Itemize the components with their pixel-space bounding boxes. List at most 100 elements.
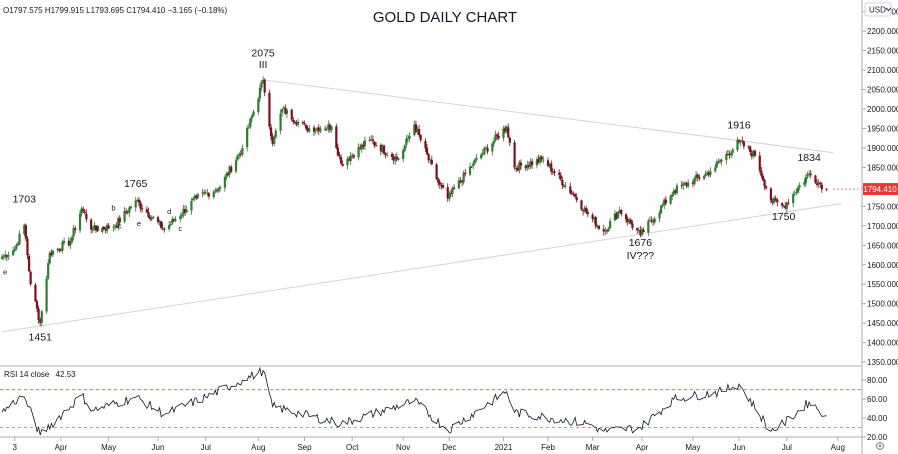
candle-body — [193, 196, 196, 199]
candle — [47, 259, 50, 280]
candle-body — [96, 229, 99, 232]
candle — [771, 198, 774, 206]
rsi-axis-label: 80.00 — [867, 376, 888, 385]
candle — [596, 224, 599, 229]
candle-body — [795, 192, 798, 194]
candle-body — [408, 135, 411, 139]
candle — [581, 209, 585, 216]
candle — [212, 189, 215, 200]
candle — [546, 157, 550, 168]
candle-body — [507, 127, 510, 138]
candle — [327, 120, 330, 133]
candle-body — [527, 164, 531, 167]
candle-body — [497, 135, 500, 139]
candle-body — [290, 109, 293, 120]
candle — [752, 149, 755, 159]
candle — [260, 80, 263, 92]
candle — [473, 158, 476, 166]
candle — [408, 132, 411, 143]
candle — [427, 152, 430, 163]
candle — [416, 126, 419, 135]
candle — [174, 216, 177, 223]
candle — [562, 184, 566, 188]
candle-body — [61, 242, 64, 251]
candle-body — [204, 192, 207, 194]
candle-body — [161, 228, 164, 230]
time-axis-label: Mar — [586, 443, 600, 452]
candle — [730, 150, 733, 159]
candle — [593, 216, 596, 224]
candle — [118, 215, 121, 226]
candle-body — [453, 187, 456, 189]
candle-body — [0, 256, 4, 259]
candle-body — [631, 223, 634, 228]
candle — [714, 163, 717, 174]
candle-body — [725, 153, 728, 161]
candle — [825, 187, 828, 192]
candle-body — [594, 216, 597, 227]
candle-body — [803, 182, 806, 185]
gear-icon[interactable] — [876, 442, 884, 450]
candle — [642, 227, 645, 233]
candle — [808, 170, 811, 178]
candle — [90, 218, 93, 234]
candle-body — [782, 205, 785, 207]
time-axis-label: May — [101, 443, 116, 452]
candle — [346, 156, 349, 170]
candle — [368, 136, 371, 142]
candle-body — [650, 220, 653, 222]
candle-body — [325, 128, 328, 130]
rsi-axis-label: 20.00 — [867, 433, 888, 442]
candle-body — [758, 155, 761, 171]
candle — [804, 173, 808, 187]
candle — [105, 223, 109, 234]
candle — [553, 168, 556, 177]
candle — [529, 158, 532, 170]
candle-body — [69, 241, 72, 245]
candle-body — [306, 127, 309, 132]
candle — [279, 109, 282, 135]
candle — [726, 149, 730, 156]
candle-body — [203, 192, 206, 194]
candle — [152, 215, 155, 220]
candle-body — [537, 158, 540, 163]
candle-body — [796, 187, 800, 193]
candle-body — [16, 244, 20, 246]
candle — [538, 154, 542, 166]
candle — [263, 78, 266, 97]
candle — [201, 188, 204, 198]
candle — [494, 130, 497, 143]
candle-body — [419, 135, 422, 141]
wave-label: a — [159, 219, 164, 228]
candle-body — [580, 200, 583, 210]
candle-body — [515, 167, 518, 169]
chevron-down-icon — [885, 7, 892, 12]
candle — [616, 211, 620, 220]
time-axis-label: Feb — [541, 443, 555, 452]
candle — [214, 187, 217, 194]
candle — [249, 117, 252, 129]
candle-body — [150, 217, 153, 220]
candle-body — [128, 207, 131, 213]
candle-body — [750, 152, 753, 157]
candle — [516, 164, 519, 172]
candle-body — [93, 225, 96, 230]
candle-body — [23, 224, 26, 235]
candle — [191, 196, 195, 202]
candle — [747, 145, 750, 150]
candle-body — [538, 157, 542, 163]
time-axis-label: Aug — [831, 443, 845, 452]
candle — [464, 169, 467, 177]
candle-body — [330, 126, 333, 131]
candle-body — [212, 191, 215, 198]
candle — [613, 209, 617, 222]
currency-selector[interactable]: USD — [864, 2, 892, 17]
candle — [561, 176, 564, 190]
candle — [27, 253, 31, 273]
candle — [35, 299, 39, 313]
candle-body — [742, 141, 745, 147]
candle — [615, 211, 618, 220]
candle-body — [513, 142, 516, 168]
candle-body — [107, 225, 110, 229]
